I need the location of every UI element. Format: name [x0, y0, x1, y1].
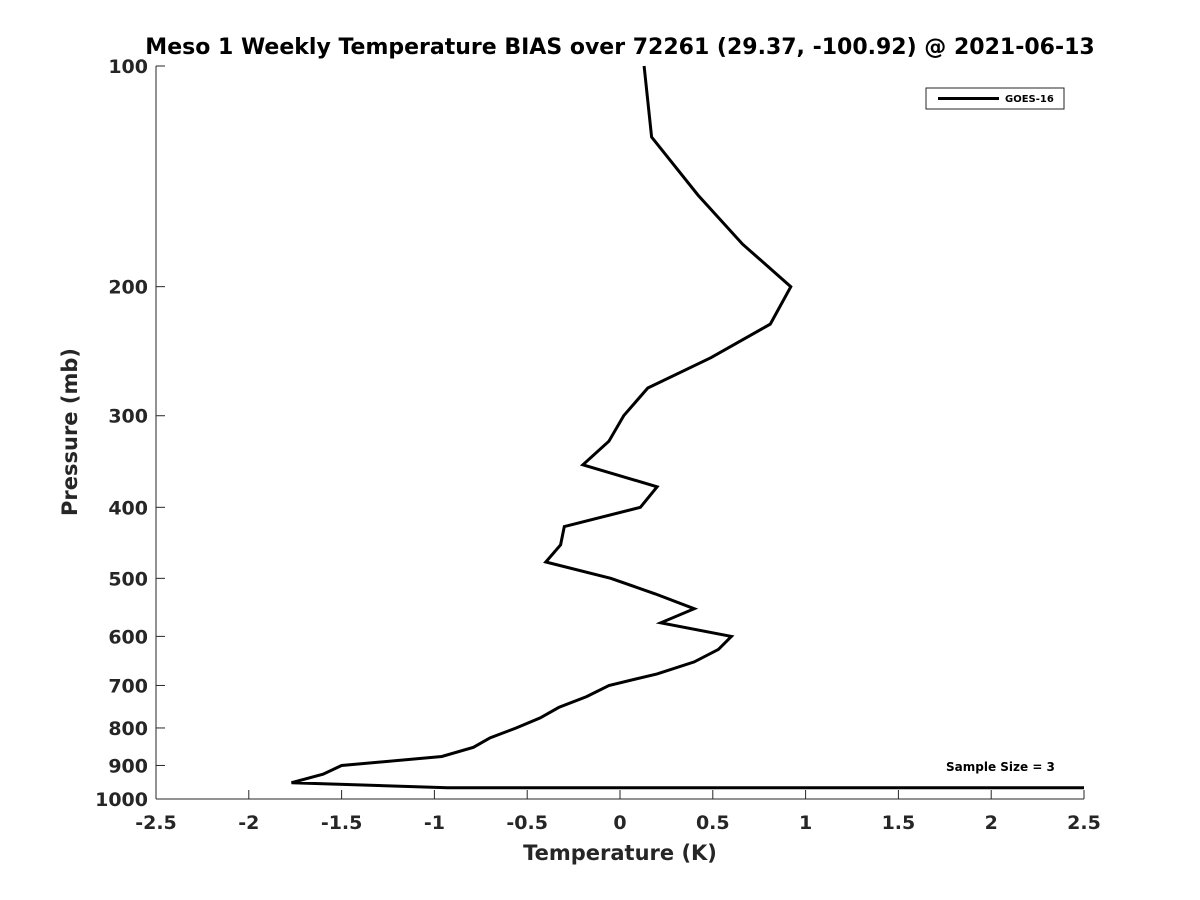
- legend: GOES-16: [925, 87, 1065, 110]
- x-tick-label: 0: [613, 812, 626, 834]
- y-tick-label: 300: [108, 406, 148, 428]
- y-tick-label: 500: [108, 568, 148, 590]
- x-tick-label: 0.5: [696, 812, 730, 834]
- x-tick-label: -1.5: [321, 812, 363, 834]
- x-tick-label: 1: [799, 812, 812, 834]
- y-tick-label: 100: [108, 56, 148, 78]
- sample-size-annotation: Sample Size = 3: [946, 760, 1055, 774]
- plot-area: [156, 66, 1084, 799]
- x-tick-label: 2: [985, 812, 998, 834]
- x-tick-label: 2.5: [1067, 812, 1101, 834]
- series-line-goes-16: [291, 65, 1084, 790]
- y-tick-label: 200: [108, 277, 148, 299]
- y-tick-label: 1000: [95, 789, 148, 811]
- x-tick-label: -1: [424, 812, 445, 834]
- x-tick-label: 1.5: [882, 812, 916, 834]
- x-tick-label: -2: [238, 812, 259, 834]
- x-tick-label: -0.5: [506, 812, 548, 834]
- x-tick-label: -2.5: [135, 812, 177, 834]
- legend-label-goes-16: GOES-16: [1005, 94, 1054, 105]
- y-tick-label: 900: [108, 755, 148, 777]
- y-axis-label: Pressure (mb): [58, 348, 82, 516]
- y-tick-label: 800: [108, 718, 148, 740]
- x-axis-label: Temperature (K): [523, 841, 717, 865]
- y-tick-label: 600: [108, 626, 148, 648]
- y-tick-label: 700: [108, 675, 148, 697]
- chart-title: Meso 1 Weekly Temperature BIAS over 7226…: [145, 35, 1094, 60]
- y-tick-label: 400: [108, 497, 148, 519]
